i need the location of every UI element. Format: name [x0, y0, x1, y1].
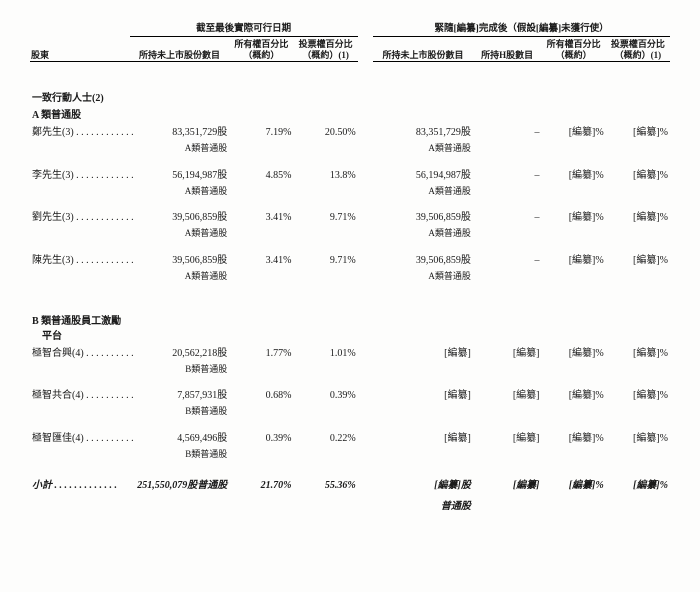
table-row: 陳先生(3) . . . . . . . . . . . . 39,506,85… [30, 252, 670, 269]
table-row: 鄭先生(3) . . . . . . . . . . . . 83,351,72… [30, 124, 670, 141]
cell-vote-pct-r: [編纂]% [606, 124, 670, 141]
row-name: 鄭先生(3) . . . . . . . . . . . . [30, 124, 130, 141]
col-unlisted-shares: 所持未上市股份數目 [130, 37, 230, 62]
table-row: 李先生(3) . . . . . . . . . . . . 56,194,98… [30, 167, 670, 184]
row-name: 極智合興(4) . . . . . . . . . . [30, 345, 130, 362]
section-platform: 平台 [30, 330, 670, 345]
header-group-right: 緊隨[編纂]完成後（假設[編纂]未獲行使） [373, 20, 670, 37]
subtotal-label: 小計 . . . . . . . . . . . . . [30, 473, 130, 494]
row-name: 極智匯佳(4) . . . . . . . . . . [30, 430, 130, 447]
section-concert: 一致行動人士(2) [30, 84, 670, 107]
section-class-a: A 類普通股 [30, 107, 670, 124]
row-name: 李先生(3) . . . . . . . . . . . . [30, 167, 130, 184]
table-row: 極智合興(4) . . . . . . . . . . 20,562,218股 … [30, 345, 670, 362]
col-unlisted-shares-r: 所持未上市股份數目 [373, 37, 473, 62]
share-class-note: A類普通股 [130, 141, 230, 157]
section-class-b-incentive: B 類普通股員工激勵 [30, 307, 670, 330]
header-group-left: 截至最後實際可行日期 [130, 20, 358, 37]
col-h-shares: 所持H股數目 [473, 37, 542, 62]
col-shareholder: 股東 [30, 37, 130, 62]
col-vote-pct: 投票權百分比（概約）(1) [293, 37, 357, 62]
cell-vote-pct: 20.50% [293, 124, 357, 141]
subtotal-row: 小計 . . . . . . . . . . . . . 251,550,079… [30, 473, 670, 494]
col-all-pct-r: 所有權百分比（概約） [541, 37, 605, 62]
share-class-note: A類普通股 [373, 141, 473, 157]
col-all-pct: 所有權百分比（概約） [229, 37, 293, 62]
subtotal-share-note: 普通股 [373, 494, 473, 515]
cell-shares-r: 83,351,729股 [373, 124, 473, 141]
table-row: 極智匯佳(4) . . . . . . . . . . 4,569,496股 0… [30, 430, 670, 447]
cell-all-pct: 7.19% [229, 124, 293, 141]
cell-h: – [473, 124, 542, 141]
cell-shares: 83,351,729股 [130, 124, 230, 141]
row-name: 極智共合(4) . . . . . . . . . . [30, 387, 130, 404]
table-row: 劉先生(3) . . . . . . . . . . . . 39,506,85… [30, 209, 670, 226]
row-name: 陳先生(3) . . . . . . . . . . . . [30, 252, 130, 269]
col-vote-pct-r: 投票權百分比（概約）(1) [606, 37, 670, 62]
cell-all-pct-r: [編纂]% [541, 124, 605, 141]
row-name: 劉先生(3) . . . . . . . . . . . . [30, 209, 130, 226]
table-row: 極智共合(4) . . . . . . . . . . 7,857,931股 0… [30, 387, 670, 404]
shareholding-table: 截至最後實際可行日期 緊隨[編纂]完成後（假設[編纂]未獲行使） 股東 所持未上… [30, 20, 670, 515]
